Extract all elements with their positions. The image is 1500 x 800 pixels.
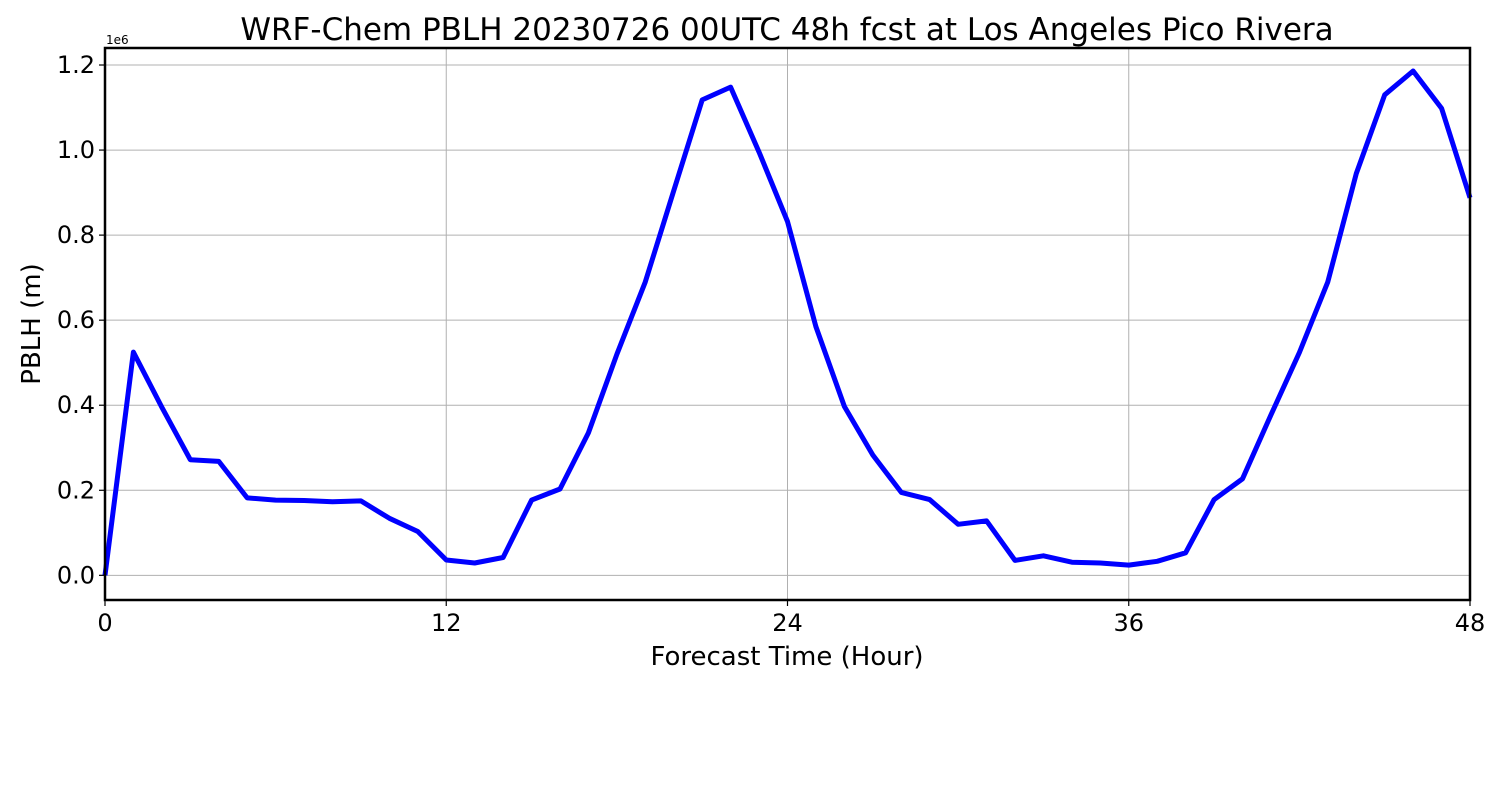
y-tick-label: 1.0 <box>57 136 95 164</box>
y-tick-label: 1.2 <box>57 51 95 79</box>
x-tick-label: 12 <box>431 609 462 637</box>
pblh-series-line <box>102 68 1473 576</box>
y-tick-label: 0.4 <box>57 391 95 419</box>
x-tick-label: 48 <box>1455 609 1486 637</box>
x-tick-label: 0 <box>97 609 112 637</box>
chart-title: WRF-Chem PBLH 20230726 00UTC 48h fcst at… <box>240 12 1333 48</box>
y-axis-label: PBLH (m) <box>17 263 47 384</box>
y-tick-label: 0.8 <box>57 221 95 249</box>
y-axis-ticks: 0.0 0.2 0.4 0.6 0.8 1.0 1.2 <box>57 51 105 589</box>
x-tick-label: 24 <box>772 609 803 637</box>
x-axis-ticks: 0 12 24 36 48 <box>97 600 1485 637</box>
y-tick-label: 0.6 <box>57 306 95 334</box>
y-axis-offset-text: 1e6 <box>106 33 129 47</box>
y-tick-label: 0.2 <box>57 476 95 504</box>
y-tick-label: 0.0 <box>57 561 95 589</box>
grid <box>104 48 1471 600</box>
x-tick-label: 36 <box>1113 609 1144 637</box>
series-layer <box>102 68 1473 576</box>
x-axis-label: Forecast Time (Hour) <box>650 642 923 672</box>
